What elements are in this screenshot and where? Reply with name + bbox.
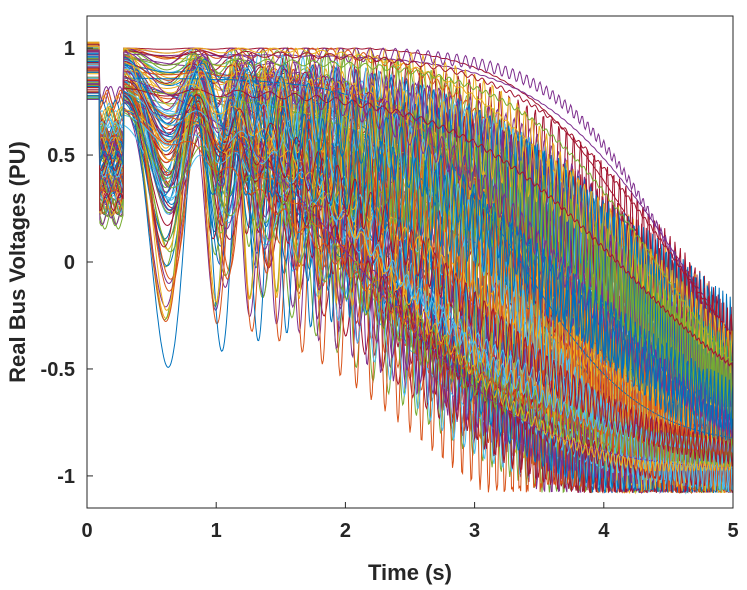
voltage-series-line: [87, 57, 733, 364]
voltage-series-line: [87, 46, 733, 473]
x-tick-label: 2: [340, 520, 351, 542]
x-tick-label: 4: [598, 520, 610, 542]
x-tick-label: 0: [81, 520, 92, 542]
y-tick-label: -0.5: [41, 359, 75, 381]
voltage-series-line: [87, 86, 733, 430]
series-layer: [87, 41, 733, 495]
y-tick-label: 0: [64, 252, 75, 274]
y-axis: -1 -0.5 0 0.5 1: [41, 38, 93, 488]
y-axis-label: Real Bus Voltages (PU): [5, 141, 30, 383]
x-axis: 0 1 2 3 4 5: [81, 502, 739, 542]
x-axis-label: Time (s): [368, 560, 452, 585]
x-tick-label: 3: [469, 520, 480, 542]
voltage-series-line: [87, 67, 733, 467]
voltage-series-line: [87, 83, 733, 488]
y-tick-label: -1: [57, 466, 75, 488]
x-tick-label: 5: [727, 520, 738, 542]
voltage-series-line: [87, 69, 733, 456]
voltage-series-line: [87, 87, 733, 369]
voltage-series-line: [87, 53, 733, 452]
y-tick-label: 0.5: [47, 145, 75, 167]
voltage-series-line: [87, 68, 733, 494]
y-tick-label: 1: [64, 38, 75, 60]
voltage-series-line: [87, 77, 733, 454]
x-tick-label: 1: [211, 520, 222, 542]
voltage-series-line: [87, 50, 733, 339]
